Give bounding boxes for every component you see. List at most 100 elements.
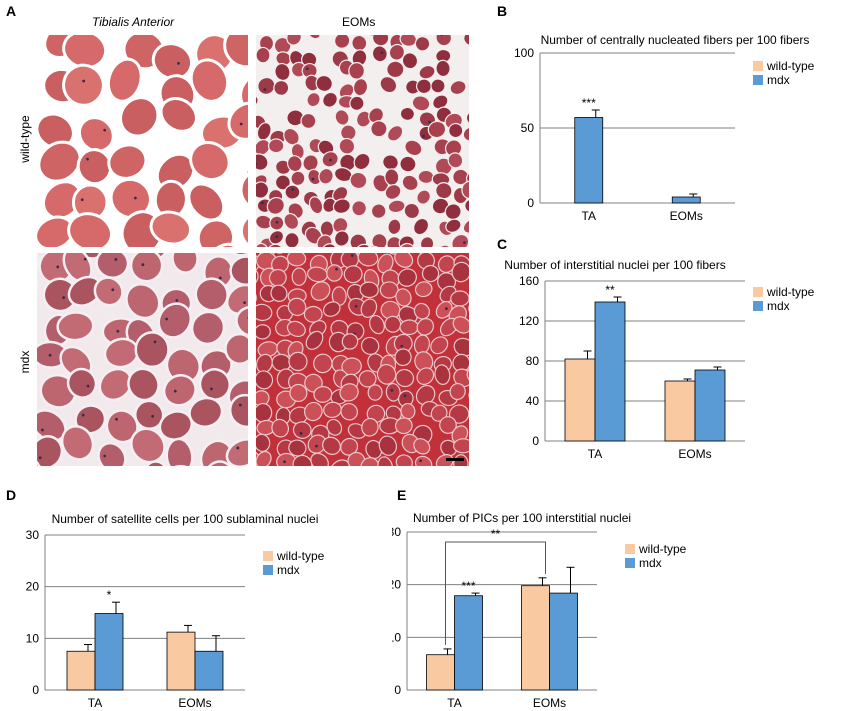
nucleus-dot: [86, 384, 90, 388]
x-category-label: EOMs: [670, 209, 703, 223]
nucleus-dot: [165, 317, 169, 321]
muscle-fiber: [367, 384, 383, 401]
legend-label-mdx: mdx: [639, 556, 662, 570]
muscle-fiber: [93, 276, 124, 307]
y-tick-label: 0: [532, 434, 539, 448]
muscle-fiber: [267, 243, 285, 247]
muscle-fiber: [41, 180, 83, 220]
muscle-fiber: [256, 324, 271, 340]
bar-wild-type-ta: [564, 358, 596, 442]
nucleus-dot: [133, 196, 137, 200]
muscle-fiber: [368, 107, 384, 124]
nucleus-dot: [462, 241, 466, 245]
muscle-fiber: [427, 120, 447, 139]
muscle-fiber: [303, 401, 323, 422]
muscle-fiber: [256, 268, 259, 287]
muscle-fiber: [358, 370, 377, 388]
muscle-fiber: [204, 242, 243, 247]
nucleus-dot: [82, 79, 86, 83]
muscle-fiber: [283, 213, 300, 230]
muscle-fiber: [37, 435, 64, 466]
muscle-fiber: [368, 35, 385, 39]
muscle-fiber: [395, 368, 415, 388]
muscle-fiber: [416, 318, 435, 336]
panel-d-letter: D: [6, 487, 17, 503]
x-category-label: TA: [582, 209, 596, 223]
muscle-fiber: [308, 196, 324, 215]
bar-wild-type-eoms: [664, 380, 696, 442]
nucleus-dot: [153, 340, 157, 344]
legend-swatch-wild-type: [625, 544, 635, 554]
nucleus-dot: [299, 432, 303, 435]
muscle-fiber: [341, 333, 359, 350]
nucleus-dot: [103, 454, 107, 458]
nucleus-dot: [400, 344, 404, 348]
nucleus-dot: [260, 201, 264, 205]
muscle-fiber: [430, 336, 449, 355]
muscle-fiber: [399, 155, 417, 173]
muscle-fiber: [291, 267, 307, 286]
muscle-fiber: [225, 438, 248, 466]
muscle-fiber: [399, 106, 416, 121]
muscle-fiber: [127, 367, 160, 402]
muscle-fiber: [382, 154, 399, 171]
nucleus-dot: [275, 235, 279, 239]
muscle-fiber: [256, 153, 269, 171]
muscle-fiber: [290, 170, 306, 187]
muscle-fiber: [387, 199, 406, 214]
muscle-fiber: [359, 281, 379, 299]
muscle-fiber: [450, 290, 469, 307]
legend-swatch-mdx: [753, 75, 763, 85]
legend-label-mdx: mdx: [767, 299, 790, 313]
chart-satellite-cells: Number of satellite cells per 100 sublam…: [26, 512, 325, 710]
nucleus-dot: [151, 414, 154, 418]
significance-marker: *: [107, 588, 112, 602]
muscle-fiber: [284, 184, 301, 200]
muscle-fiber: [414, 36, 431, 52]
muscle-fiber: [449, 80, 467, 96]
micrograph-eoms-mdx: [256, 253, 469, 466]
chart-title: Number of interstitial nuclei per 100 fi…: [504, 258, 725, 272]
muscle-fiber: [256, 92, 259, 108]
muscle-fiber: [204, 460, 235, 466]
muscle-fiber: [419, 236, 435, 247]
muscle-fiber: [318, 167, 334, 185]
muscle-fiber: [376, 363, 397, 385]
muscle-fiber: [418, 64, 436, 80]
muscle-fiber: [332, 245, 349, 247]
nucleus-dot: [114, 258, 118, 261]
muscle-fiber: [386, 125, 404, 142]
nucleus-dot: [238, 403, 242, 407]
muscle-fiber: [357, 253, 379, 267]
legend-swatch-wild-type: [263, 551, 273, 561]
muscle-fiber: [452, 316, 469, 334]
legend-swatch-wild-type: [753, 287, 763, 297]
muscle-fiber: [37, 253, 40, 280]
nucleus-dot: [48, 353, 52, 357]
muscle-fiber: [162, 374, 197, 407]
muscle-fiber: [274, 62, 291, 82]
muscle-fiber: [106, 57, 143, 103]
muscle-fiber: [413, 217, 430, 236]
nucleus-dot: [335, 267, 338, 271]
significance-marker: ***: [582, 96, 596, 110]
y-tick-label: 0: [394, 683, 401, 697]
muscle-fiber: [322, 301, 341, 317]
y-tick-label: 10: [392, 630, 401, 644]
bar-mdx-ta: [454, 595, 483, 691]
muscle-fiber: [326, 264, 343, 282]
micrograph-ta-mdx: [37, 253, 248, 466]
nucleus-dot: [41, 428, 44, 432]
scale-bar: [446, 458, 464, 461]
muscle-fiber: [395, 288, 412, 307]
muscle-fiber: [188, 396, 224, 428]
muscle-fiber: [189, 58, 230, 103]
legend-label-wild-type: wild-type: [766, 59, 815, 73]
significance-bracket: [445, 541, 546, 645]
y-tick-label: 10: [26, 631, 40, 645]
nucleus-dot: [111, 288, 115, 292]
legend-swatch-mdx: [625, 558, 635, 568]
nucleus-dot: [177, 61, 180, 65]
muscle-fiber: [416, 189, 431, 205]
muscle-fiber: [435, 35, 453, 47]
